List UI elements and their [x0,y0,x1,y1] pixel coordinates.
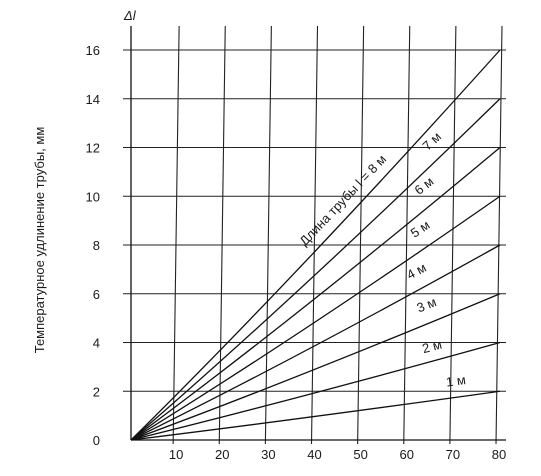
series-line [130,195,501,441]
v-gridline [357,25,365,445]
y-tick-label: 12 [86,141,100,156]
v-gridline [264,25,272,445]
series-label: 3 м [415,294,439,315]
series-line [130,244,501,441]
x-tick-label: 30 [261,447,275,462]
x-tick-label: 70 [446,447,460,462]
axes [130,26,506,441]
y-tick-label: 4 [93,336,100,351]
y-tick-label: 2 [93,384,100,399]
v-gridline [449,25,457,445]
x-tick-label: 20 [215,447,229,462]
v-gridline [172,25,180,445]
series-label: 1 м [445,372,467,389]
series-label: 6 м [412,174,437,198]
series-lines [130,49,501,441]
series-line [130,98,501,441]
series-label: 2 м [421,337,444,357]
y-axis-label: Температурное удлинение трубы, мм [32,127,47,354]
v-gridline [403,25,411,445]
x-tick-label: 10 [169,447,183,462]
v-gridline [495,25,503,445]
y-axis-symbol: Δl [123,8,137,23]
y-tick-label: 6 [93,287,100,302]
y-tick-label: 0 [93,433,100,448]
y-tick-label: 16 [86,43,100,58]
v-gridline [218,25,226,445]
y-tick-label: 14 [86,92,100,107]
tick-labels: 0 2 4 6 8 10 12 14 16 10 20 30 40 50 60 70 80 [86,43,507,462]
series-line [130,390,501,441]
x-tick-label: 40 [307,447,321,462]
y-tick-label: 8 [93,238,100,253]
series-line [130,293,501,441]
x-tick-label: 80 [492,447,506,462]
grid [123,25,506,445]
v-gridline [310,25,319,445]
series-line [130,49,501,441]
series-line [130,147,501,441]
series-line [130,341,501,441]
series-label: 7 м [419,129,444,153]
x-tick-label: 60 [400,447,414,462]
y-tick-label: 10 [86,189,100,204]
x-tick-label: 50 [353,447,367,462]
series-label: 4 м [404,260,429,283]
series-label: Длина трубы l = 8 м [296,152,389,249]
